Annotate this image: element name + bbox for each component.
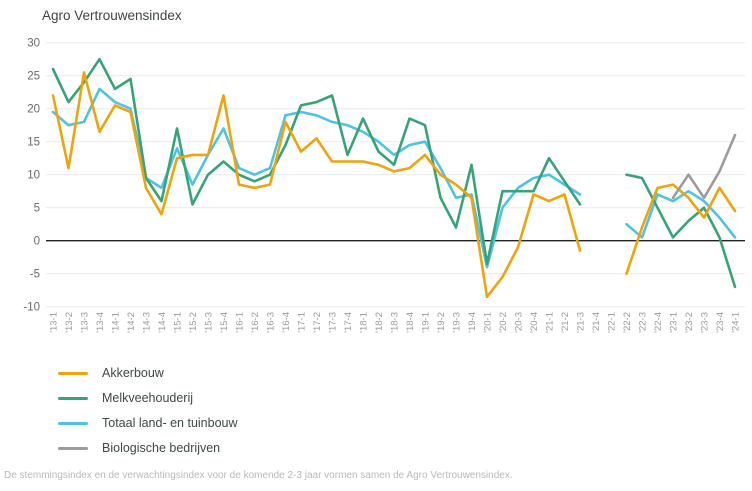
x-axis-labels: '13-1 '13-2 '13-3 '13-4 '14-1 '14-2 '14-3 '14-4… [49, 312, 742, 333]
y-tick-label: -10 [23, 302, 40, 314]
y-tick-label: 30 [27, 38, 40, 50]
chart-title: Agro Vertrouwensindex [42, 8, 182, 23]
x-tick-label: '16-1 [235, 312, 246, 333]
x-tick-label: '23-2 [684, 312, 695, 333]
y-tick-label: 10 [27, 170, 40, 182]
legend-label: Akkerbouw [102, 366, 164, 380]
x-tick-label: '13-4 [95, 312, 106, 333]
chart-legend: Akkerbouw Melkveehouderij Totaal land- en … [58, 365, 238, 456]
legend-swatch [58, 421, 88, 425]
x-tick-label: '16-2 [250, 312, 261, 333]
x-tick-label: '20-4 [529, 312, 540, 333]
legend-label: Melkveehouderij [102, 391, 194, 405]
series-line-akkerbouw [51, 71, 737, 299]
x-tick-label: '18-4 [405, 312, 416, 333]
line-chart: 30 25 20 15 10 5 0 -5 -10 '13-1 '13-2 '13-3 '13-4 '14… [23, 38, 745, 333]
x-tick-label: '16-3 [266, 312, 277, 333]
x-tick-label: '15-4 [219, 312, 230, 333]
x-tick-label: '20-3 [514, 312, 525, 333]
x-tick-label: '18-3 [390, 312, 401, 333]
x-tick-label: '15-2 [188, 312, 199, 333]
x-tick-label: '20-1 [483, 312, 494, 333]
y-tick-label: 0 [34, 236, 40, 248]
x-tick-label: '22-1 [607, 312, 618, 333]
y-tick-label: 20 [27, 104, 40, 116]
gridlines [46, 42, 745, 308]
x-tick-label: '23-1 [669, 312, 680, 333]
footnote: De stemmingsindex en de verwachtingsinde… [4, 470, 513, 481]
x-tick-label: '19-2 [436, 312, 447, 333]
x-tick-label: '15-3 [204, 312, 215, 333]
x-tick-label: '23-4 [715, 312, 726, 333]
y-axis-labels: 30 25 20 15 10 5 0 -5 -10 [23, 38, 40, 314]
x-tick-label: '16-4 [281, 312, 292, 333]
x-tick-label: '19-1 [421, 312, 432, 333]
x-tick-label: '24-1 [731, 312, 742, 333]
x-tick-label: '17-1 [297, 312, 308, 333]
legend-label: Totaal land- en tuinbouw [102, 416, 238, 430]
x-tick-label: '15-1 [173, 312, 184, 333]
legend-swatch [58, 396, 88, 400]
x-tick-label: '21-3 [576, 312, 587, 333]
y-tick-label: 25 [27, 71, 40, 83]
x-tick-label: '22-2 [622, 312, 633, 333]
legend-item: Melkveehouderij [58, 390, 238, 406]
y-tick-label: 15 [27, 137, 40, 149]
x-tick-label: '19-4 [467, 312, 478, 333]
y-tick-label: 5 [34, 203, 40, 215]
x-tick-label: '18-2 [374, 312, 385, 333]
series-group [51, 57, 737, 299]
series-line-melkveehouderij [51, 57, 737, 289]
legend-swatch [58, 371, 88, 375]
x-tick-label: '14-1 [111, 312, 122, 333]
x-tick-label: '19-3 [452, 312, 463, 333]
x-tick-label: '23-3 [700, 312, 711, 333]
x-tick-label: '13-2 [64, 312, 75, 333]
x-tick-label: '22-3 [638, 312, 649, 333]
x-tick-label: '13-1 [49, 312, 60, 333]
x-tick-label: '22-4 [653, 312, 664, 333]
legend-item: Akkerbouw [58, 365, 238, 381]
x-tick-label: '17-3 [328, 312, 339, 333]
x-tick-label: '21-2 [560, 312, 571, 333]
x-tick-label: '18-1 [359, 312, 370, 333]
x-tick-label: '14-2 [126, 312, 137, 333]
x-tick-label: '21-4 [591, 312, 602, 333]
x-tick-label: '14-4 [157, 312, 168, 333]
x-tick-label: '21-1 [545, 312, 556, 333]
legend-item: Biologische bedrijven [58, 440, 238, 456]
legend-label: Biologische bedrijven [102, 441, 221, 455]
x-tick-label: '13-3 [80, 312, 91, 333]
legend-item: Totaal land- en tuinbouw [58, 415, 238, 431]
x-tick-label: '17-2 [312, 312, 323, 333]
x-tick-label: '17-4 [343, 312, 354, 333]
y-tick-label: -5 [30, 269, 40, 281]
legend-swatch [58, 446, 88, 450]
x-tick-label: '20-2 [498, 312, 509, 333]
series-line-totaal-land-en-tuinbouw [51, 87, 737, 269]
series-line-biologische-bedrijven [671, 133, 737, 200]
x-tick-label: '14-3 [142, 312, 153, 333]
